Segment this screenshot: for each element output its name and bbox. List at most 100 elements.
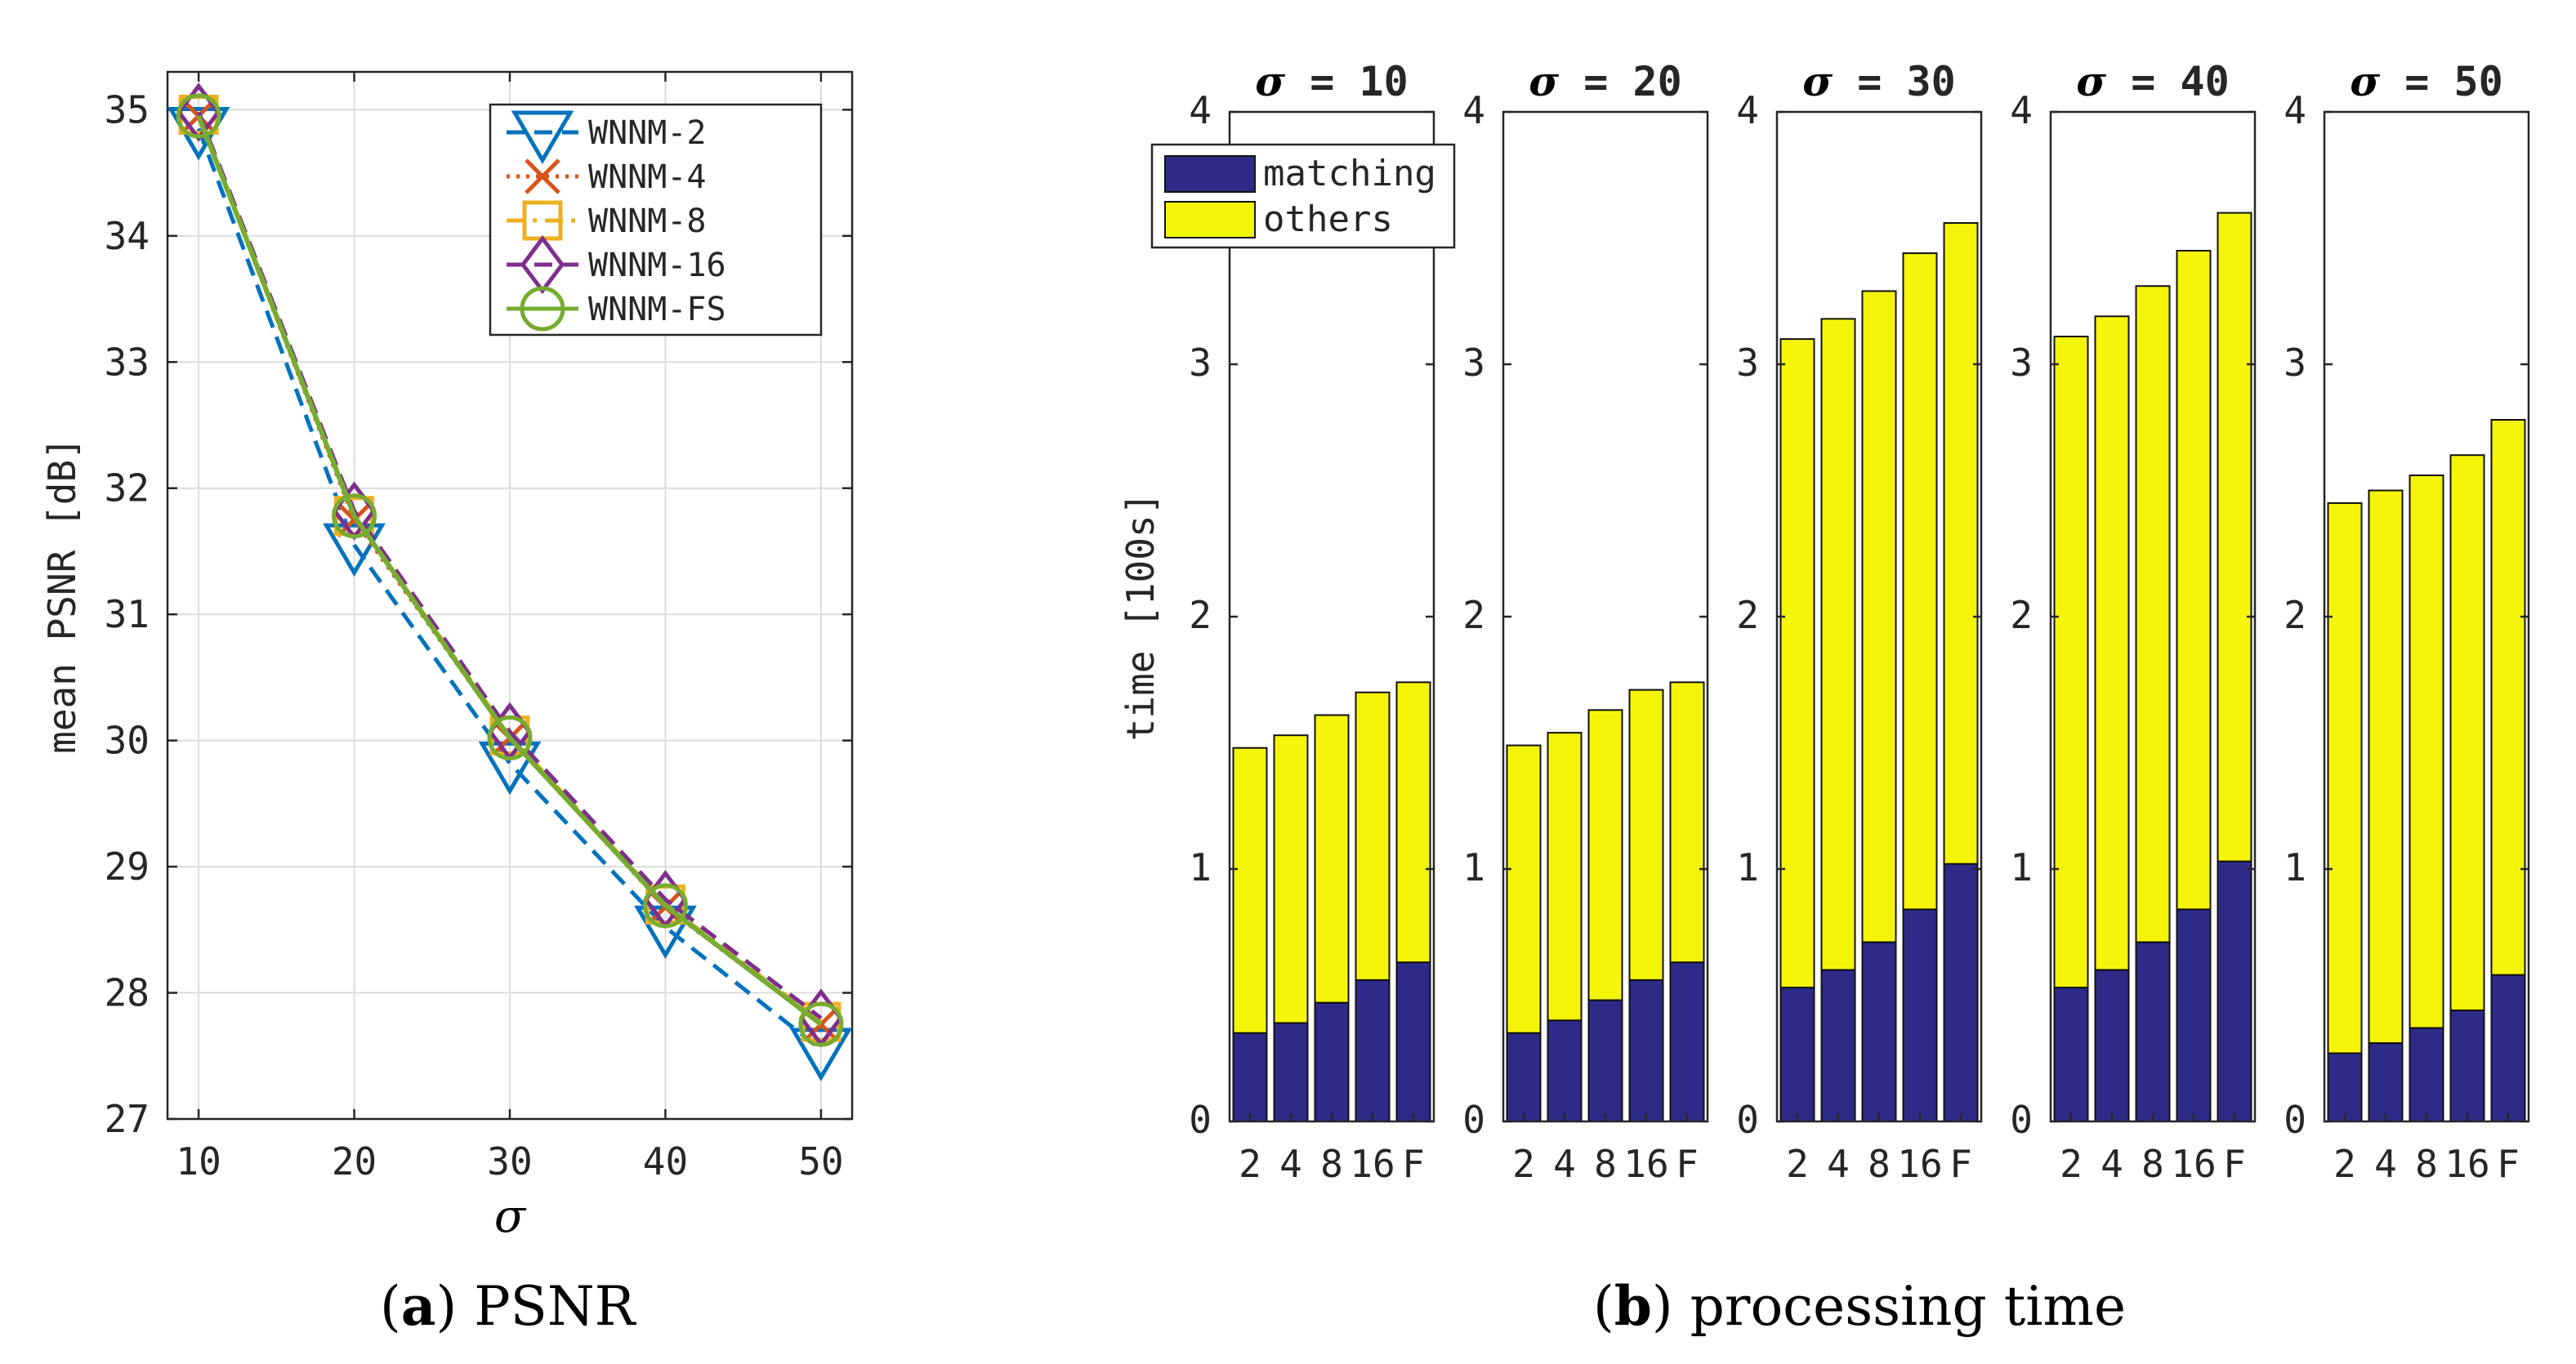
caption-a-label: a (400, 1274, 436, 1338)
bar-matching (1232, 1032, 1268, 1122)
x-tick-label: F (1402, 1142, 1425, 1186)
bar-others (2368, 489, 2404, 1045)
y-tick-label: 3 (1189, 341, 1212, 385)
y-tick-label: 1 (1189, 845, 1212, 889)
bar-others (2327, 501, 2363, 1054)
x-tick-label: 20 (332, 1139, 377, 1183)
bar-matching (2449, 1010, 2485, 1123)
bar-others (1587, 709, 1623, 1001)
bar-matching (2176, 908, 2212, 1122)
y-tick-label: 27 (105, 1097, 150, 1141)
x-tick-label: 10 (176, 1139, 221, 1183)
bar-others (1902, 252, 1938, 911)
legend-entry: WNNM-4 (588, 158, 707, 196)
x-axis-label: σ (494, 1190, 527, 1243)
data-point (478, 741, 542, 796)
subplot-title: σ = 10 (1255, 57, 1408, 105)
bar-others (1314, 714, 1350, 1004)
y-tick-label: 3 (2284, 341, 2306, 385)
x-tick-label: 2 (1512, 1142, 1535, 1186)
legend-swatch (1164, 155, 1256, 193)
bar-matching (2135, 941, 2171, 1122)
legend-marker (520, 286, 565, 332)
bar-matching (1355, 978, 1391, 1122)
y-tick-label: 4 (1189, 88, 1212, 132)
bar-matching (1861, 941, 1897, 1122)
bar-matching (2327, 1052, 2363, 1122)
y-tick-label: 3 (2010, 341, 2033, 385)
y-tick-label: 35 (105, 87, 150, 131)
y-tick-label: 2 (2284, 593, 2306, 637)
bar-others (2094, 315, 2130, 971)
bar-others (1669, 681, 1705, 964)
bar-matching (1587, 999, 1623, 1123)
legend-entry: WNNM-8 (588, 203, 707, 240)
data-point (487, 715, 533, 761)
y-tick-label: 33 (105, 340, 150, 384)
bar-others (2217, 212, 2252, 863)
bar-others (1861, 290, 1897, 943)
data-point (798, 1001, 844, 1047)
x-tick-label: 4 (1553, 1142, 1576, 1186)
x-tick-label: 50 (798, 1139, 843, 1183)
x-tick-label: F (1676, 1142, 1699, 1186)
bar-others (1232, 747, 1268, 1034)
series-line-wnnm-fs (196, 114, 823, 1027)
y-tick-label: 0 (2010, 1098, 2033, 1142)
y-tick-label: 0 (2284, 1098, 2306, 1142)
x-tick-label: 4 (2101, 1142, 2123, 1186)
y-tick-label: 31 (105, 592, 150, 636)
bar-matching (1669, 961, 1705, 1122)
bar-others (2449, 454, 2485, 1012)
x-tick-label: 8 (1594, 1142, 1617, 1186)
y-tick-label: 0 (1736, 1098, 1759, 1142)
data-point (789, 1027, 853, 1081)
x-tick-label: 16 (1897, 1142, 1942, 1186)
bar-others (1943, 221, 1979, 865)
bar-matching (1943, 863, 1979, 1122)
bar-matching (2053, 987, 2089, 1122)
bar-matching (1395, 961, 1431, 1122)
subplot-title: σ = 20 (1529, 57, 1681, 105)
data-point (642, 883, 688, 929)
subplot-title: σ = 30 (1802, 57, 1955, 105)
bar-others (1355, 691, 1391, 981)
x-tick-label: F (1949, 1142, 1972, 1186)
y-tick-label: 30 (105, 719, 150, 763)
y-tick-label: 3 (1736, 341, 1759, 385)
x-tick-label: 8 (2141, 1142, 2164, 1186)
bar-matching (2094, 969, 2130, 1122)
x-tick-label: 8 (2415, 1142, 2438, 1186)
bar-others (1395, 681, 1431, 964)
bar-matching (1628, 978, 1664, 1122)
y-axis-label: mean PSNR [dB] (40, 437, 84, 754)
legend-entry: others (1263, 198, 1393, 240)
x-tick-label: 16 (2444, 1142, 2489, 1186)
y-tick-label: 4 (2010, 88, 2033, 132)
legend-entry: WNNM-16 (588, 247, 726, 284)
legend-marker (525, 158, 560, 194)
x-tick-label: 2 (1786, 1142, 1809, 1186)
time-y-axis-label: time [100s] (1118, 493, 1163, 742)
x-tick-label: 16 (2171, 1142, 2216, 1186)
y-tick-label: 1 (1462, 845, 1485, 889)
legend-entry: WNNM-FS (588, 291, 726, 328)
legend-marker (511, 110, 574, 164)
caption-a: (a) PSNR (380, 1274, 636, 1338)
y-tick-label: 32 (105, 466, 150, 510)
y-tick-label: 0 (1189, 1098, 1212, 1142)
bar-matching (2368, 1042, 2404, 1122)
caption-b-text: processing time (1690, 1275, 2127, 1338)
bar-matching (1820, 969, 1856, 1122)
y-tick-label: 4 (2284, 88, 2306, 132)
x-tick-label: 8 (1868, 1142, 1891, 1186)
legend-entry: WNNM-2 (588, 114, 707, 152)
bar-others (1547, 732, 1583, 1022)
